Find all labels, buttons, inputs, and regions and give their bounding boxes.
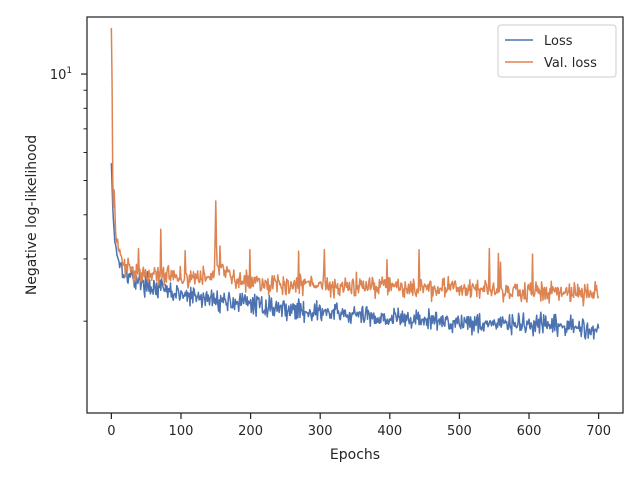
x-tick-label: 100 xyxy=(169,424,194,439)
series-line-loss xyxy=(110,163,600,340)
x-tick-label: 200 xyxy=(238,424,263,439)
legend-label: Loss xyxy=(544,34,573,49)
x-axis-label: Epochs xyxy=(330,447,380,463)
series-lines xyxy=(110,27,600,340)
x-tick-label: 300 xyxy=(308,424,333,439)
x-tick-label: 600 xyxy=(517,424,542,439)
legend-box xyxy=(497,24,617,78)
x-tick-label: 700 xyxy=(586,424,611,439)
y-axis-label: Negative log-likelihood xyxy=(24,135,40,295)
x-tick-label: 500 xyxy=(447,424,472,439)
legend-label: Val. loss xyxy=(544,56,597,71)
y-axis-ticks: 101 xyxy=(50,66,87,322)
legend: Loss Val. loss xyxy=(497,24,617,78)
series-line-val-loss xyxy=(110,27,600,307)
x-tick-label: 0 xyxy=(107,424,115,439)
y-tick-label: 101 xyxy=(50,66,72,83)
x-axis-ticks: 0 100 200 300 400 500 600 700 xyxy=(107,413,611,439)
x-tick-label: 400 xyxy=(377,424,402,439)
